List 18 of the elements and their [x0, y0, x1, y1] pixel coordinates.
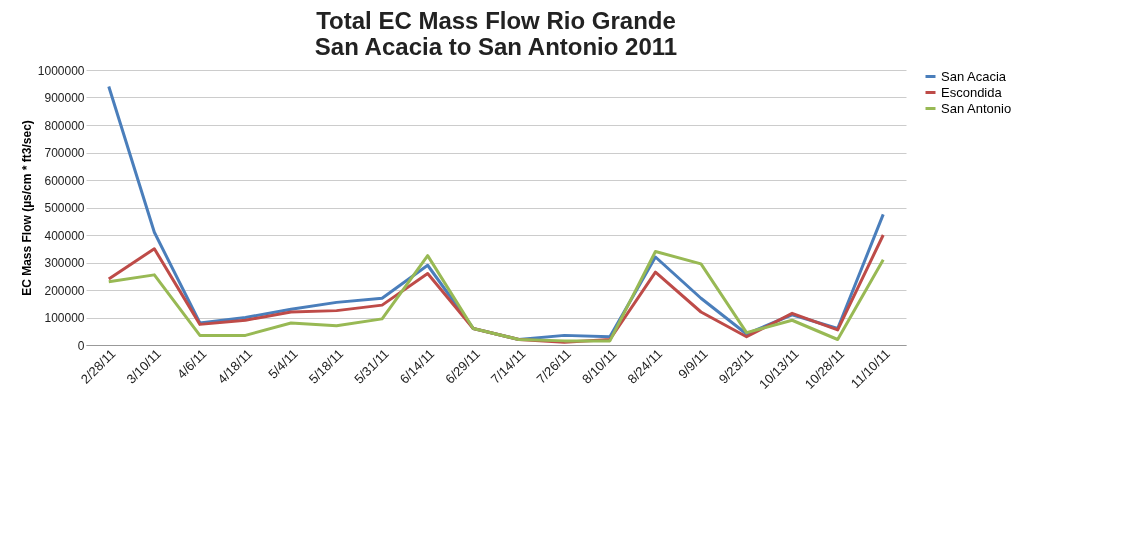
line-series	[107, 250, 885, 343]
y-tick-label: 1000000	[37, 63, 85, 78]
legend-label: San Acacia	[941, 68, 1007, 84]
y-tick-label: 0	[77, 338, 85, 353]
text: San Acacia to San Antonio 2011	[314, 33, 678, 60]
y-tick-label: 600000	[44, 173, 85, 188]
y-tick-label: 100000	[44, 311, 85, 325]
y-tick-label: 800000	[44, 118, 85, 133]
legend-label: San Antonio	[941, 100, 1012, 116]
y-tick-label: 400000	[44, 228, 85, 243]
y-tick-label: 900000	[44, 91, 85, 105]
y-axis-title: EC Mass Flow (µs/cm * ft3/sec)	[19, 120, 34, 296]
text: Total EC Mass Flow Rio Grande	[316, 7, 676, 34]
y-tick-label: 700000	[44, 146, 85, 160]
y-tick-label: 500000	[44, 201, 85, 215]
y-tick-label: 300000	[44, 256, 85, 270]
legend-label: Escondida	[941, 84, 1003, 100]
y-tick-label: 200000	[44, 283, 85, 298]
